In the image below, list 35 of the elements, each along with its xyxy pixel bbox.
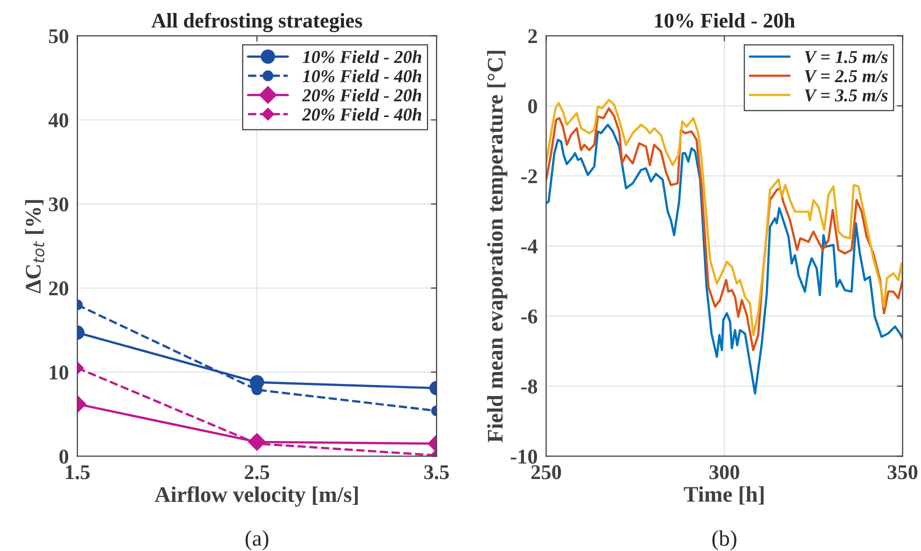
x-tick-label: 3.5	[424, 465, 449, 480]
y-tick-label: 40	[48, 113, 68, 128]
x-tick-label: 300	[710, 465, 740, 480]
chart-title: All defrosting strategies	[151, 12, 362, 32]
y-tick-label: -2	[521, 169, 537, 184]
x-tick-label: 2.5	[244, 465, 270, 480]
y-axis-title: ΔC$_{tot}$ [%]	[25, 200, 44, 294]
legend-label: 20% Field - 40h	[302, 108, 422, 121]
x-tick-label: 350	[888, 465, 918, 480]
x-axis-title: Airflow velocity [m/s]	[154, 486, 358, 507]
y-tick-label: 20	[49, 281, 68, 296]
y-tick-label: 0	[528, 99, 538, 114]
legend-label: V = 2.5 m/s	[804, 70, 888, 82]
legend-label: 10% Field - 20h	[302, 50, 422, 64]
legend-label: 10% Field - 40h	[302, 70, 422, 82]
legend-label: 20% Field - 20h	[302, 88, 422, 102]
y-tick-label: -8	[521, 380, 538, 394]
legend-label: V = 3.5 m/s	[804, 89, 888, 102]
y-tick-label: -10	[510, 450, 538, 464]
legend-label: V = 1.5 m/s	[804, 50, 888, 64]
line-series	[546, 124, 903, 395]
y-axis-title: Field mean evaporation temperature [°C]	[487, 50, 508, 442]
y-tick-label: 10	[50, 366, 68, 380]
text: (a)	[246, 530, 268, 550]
y-tick-label: -6	[521, 310, 538, 324]
x-axis-title: Time [h]	[684, 486, 764, 505]
x-tick-label: 1.5	[66, 465, 90, 480]
y-tick-label: -4	[521, 240, 538, 254]
y-tick-label: 50	[49, 29, 68, 44]
text: (b)	[712, 530, 736, 550]
chart-title: 10% Field - 20h	[655, 13, 795, 28]
y-tick-label: 0	[59, 450, 68, 464]
y-tick-label: 2	[528, 29, 537, 44]
x-tick-label: 250	[531, 465, 561, 480]
y-tick-label: 30	[48, 197, 68, 212]
